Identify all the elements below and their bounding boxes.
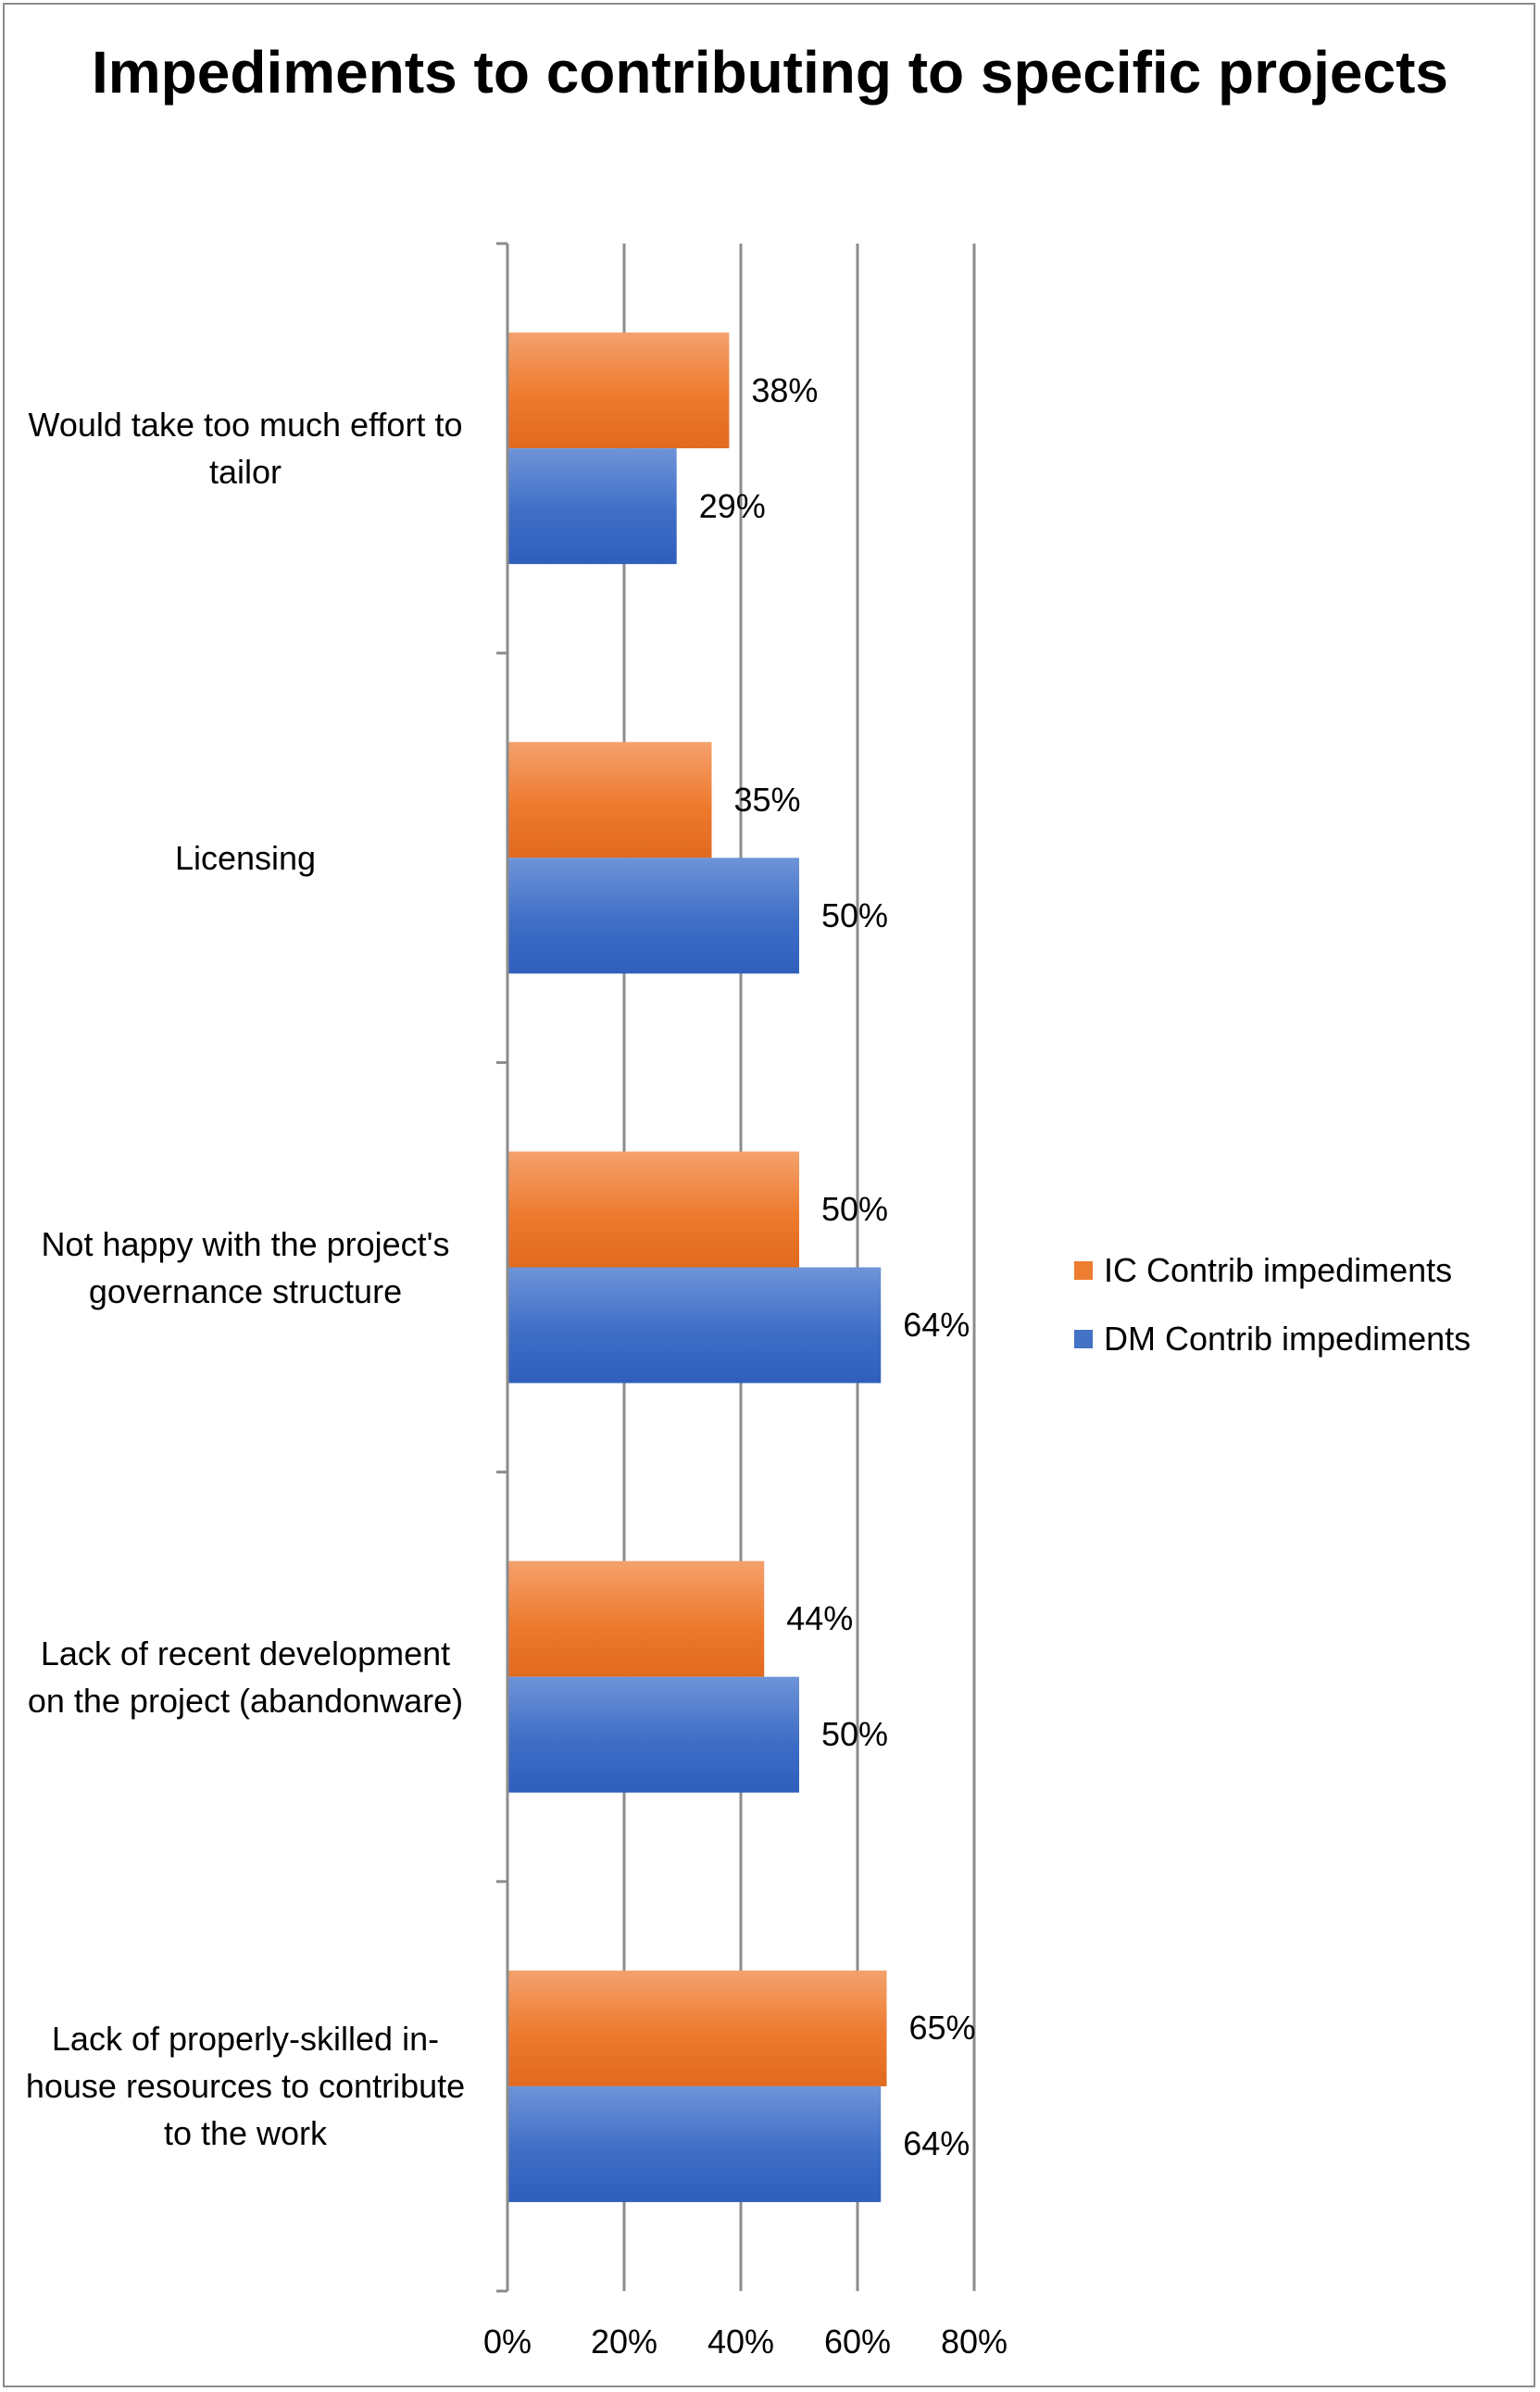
category-label: Would take too much effort to tailor xyxy=(28,406,463,492)
data-label: 44% xyxy=(786,1599,854,1638)
bar xyxy=(507,448,677,565)
data-label: 29% xyxy=(698,486,766,525)
bar xyxy=(507,1151,799,1268)
bar xyxy=(507,742,712,858)
category-label: Not happy with the project's governance … xyxy=(41,1224,450,1310)
data-label: 50% xyxy=(821,1715,889,1754)
legend: IC Contrib impediments DM Contrib impedi… xyxy=(1074,1236,1471,1373)
x-tick-label: 60% xyxy=(823,2323,892,2361)
category-label: Licensing xyxy=(174,838,317,877)
bar xyxy=(507,858,799,974)
data-label: 64% xyxy=(903,2124,970,2163)
data-label: 35% xyxy=(733,780,801,819)
bar xyxy=(507,1560,765,1677)
x-tick-label: 20% xyxy=(590,2323,658,2361)
legend-item-ic: IC Contrib impediments xyxy=(1074,1236,1471,1305)
x-tick-label: 40% xyxy=(707,2323,775,2361)
legend-item-dm: DM Contrib impediments xyxy=(1074,1305,1471,1373)
category-label: Lack of properly-skilled in-house resour… xyxy=(25,2020,466,2153)
bar xyxy=(507,1267,882,1384)
bar xyxy=(507,2085,882,2202)
legend-label-dm: DM Contrib impediments xyxy=(1104,1320,1471,1358)
x-tick-label: 0% xyxy=(482,2323,532,2361)
chart-title: Impediments to contributing to specific … xyxy=(91,39,1449,106)
x-tick-label: 80% xyxy=(940,2323,1008,2361)
data-label: 50% xyxy=(821,895,889,934)
data-label: 38% xyxy=(751,370,819,409)
legend-swatch-ic xyxy=(1074,1261,1093,1280)
legend-swatch-dm xyxy=(1074,1330,1093,1348)
data-label: 65% xyxy=(908,2009,976,2048)
bar xyxy=(507,1676,799,1793)
category-label: Lack of recent development on the projec… xyxy=(27,1634,464,1720)
bar xyxy=(507,332,730,449)
legend-label-ic: IC Contrib impediments xyxy=(1104,1251,1453,1289)
bar xyxy=(507,1970,887,2086)
data-label: 64% xyxy=(903,1306,970,1344)
data-label: 50% xyxy=(821,1190,889,1228)
